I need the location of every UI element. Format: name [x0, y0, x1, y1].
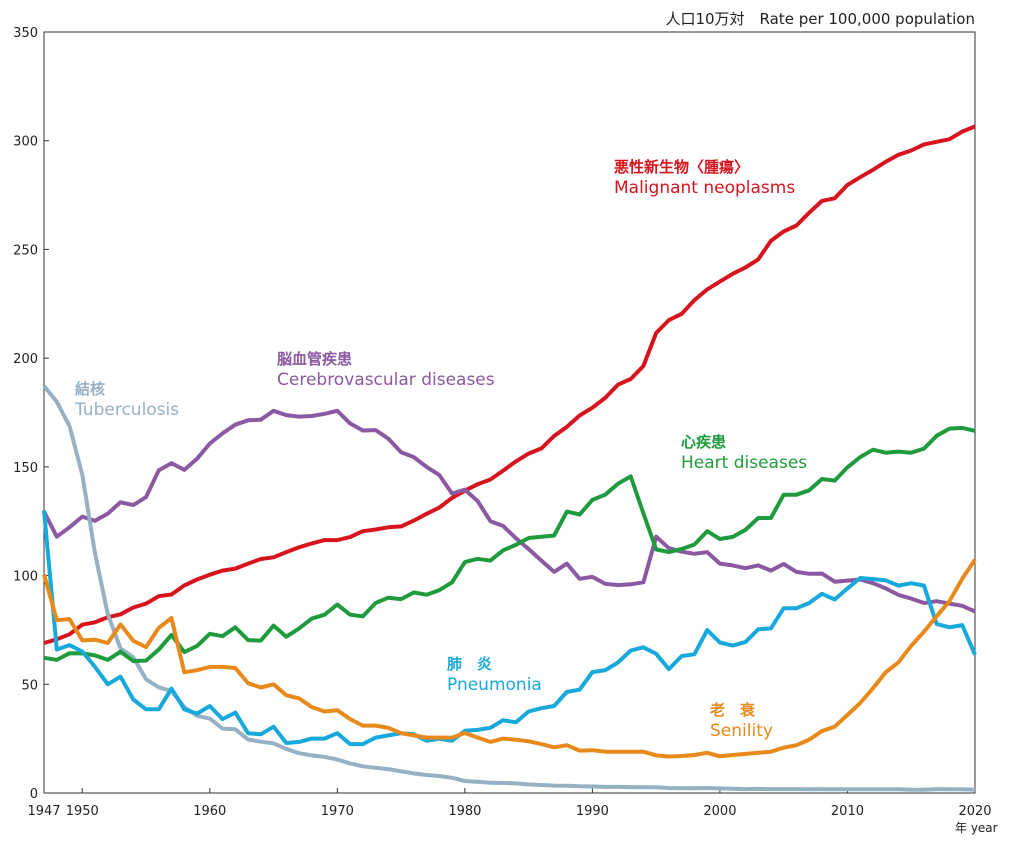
series-label-ja: 悪性新生物〈腫瘍〉: [614, 158, 749, 176]
series-line: [42, 558, 977, 759]
series-line: [42, 408, 976, 614]
series-label: Tuberculosis: [74, 400, 179, 420]
x-tick-label: 2000: [703, 804, 736, 819]
series-label-ja: 心疾患: [681, 433, 726, 451]
y-tick-label: 300: [13, 135, 38, 150]
series-label: Pneumonia: [447, 675, 542, 695]
x-tick-label: 2010: [831, 804, 864, 819]
y-tick-label: 50: [21, 678, 38, 693]
y-axis-label: 人口10万対 Rate per 100,000 population: [665, 10, 975, 28]
series-label-ja: 結核: [75, 380, 105, 398]
series-label: Malignant neoplasms: [614, 178, 795, 198]
x-tick-label: 1980: [448, 804, 481, 819]
x-tick-label: 1990: [576, 804, 609, 819]
series-line: [42, 384, 976, 792]
x-tick-label: 1947: [27, 804, 60, 819]
y-tick-label: 250: [13, 243, 38, 258]
series-line: [42, 510, 977, 747]
x-tick-label: 1970: [321, 804, 354, 819]
series-label-ja: 肺 炎: [447, 655, 492, 673]
series-label-ja: 脳血管疾患: [277, 350, 352, 368]
plot-frame: [43, 31, 976, 794]
x-tick-label: 2020: [958, 804, 991, 819]
series-label: Cerebrovascular diseases: [277, 370, 495, 390]
y-tick-label: 150: [13, 461, 38, 476]
series-label: Senility: [710, 721, 773, 741]
x-tick-label: 1950: [66, 804, 99, 819]
y-tick-label: 100: [13, 570, 38, 585]
y-tick-label: 200: [13, 352, 38, 367]
series-label: Heart diseases: [681, 453, 807, 473]
x-tick-label: 1960: [193, 804, 226, 819]
series-line: [43, 425, 976, 663]
x-axis-label: 年 year: [955, 821, 998, 835]
y-tick-label: 350: [13, 26, 38, 41]
y-tick-label: 0: [30, 787, 38, 802]
series-line: [43, 124, 976, 645]
series-label-ja: 老 衰: [709, 701, 756, 719]
